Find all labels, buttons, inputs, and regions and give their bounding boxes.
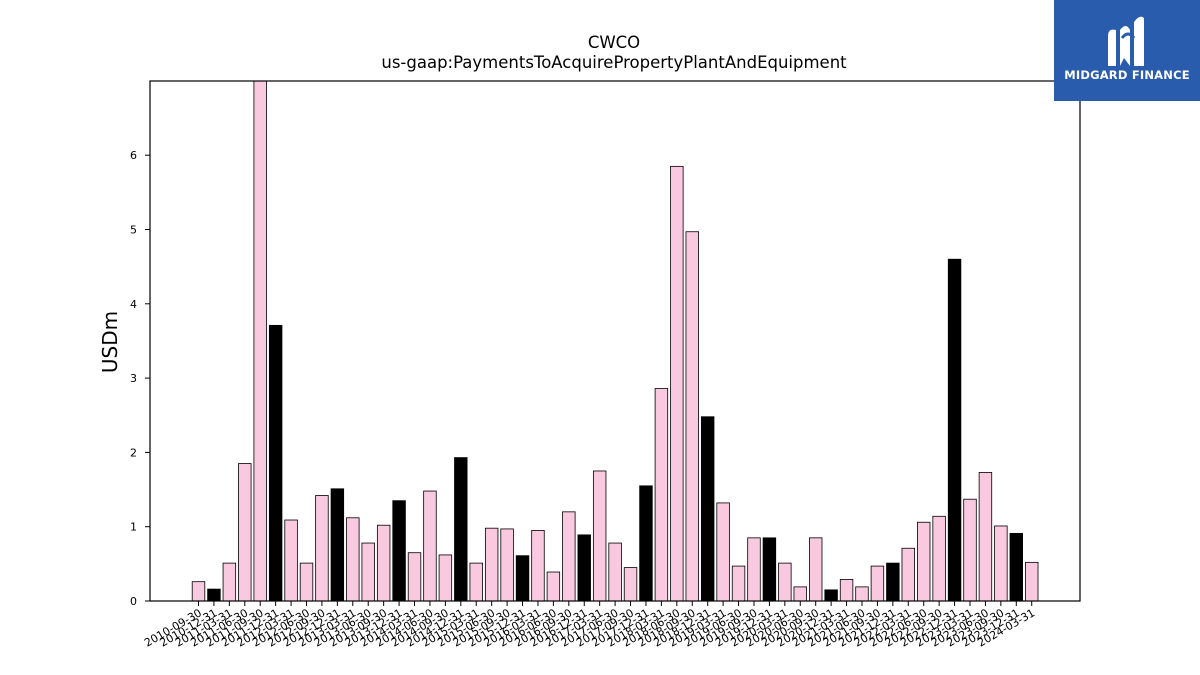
bar [268,324,283,602]
bar [809,537,823,602]
bar [546,571,561,602]
brand-logo: MIDGARD FINANCE [1054,0,1200,101]
bar [392,500,406,602]
bar [299,562,314,602]
bar [870,565,885,602]
y-tick-label: 4 [130,298,137,311]
chart-subtitle: us-gaap:PaymentsToAcquirePropertyPlantAn… [381,53,847,72]
bar [238,463,252,602]
bar [253,80,267,602]
bar [361,542,375,602]
bar [1025,561,1039,602]
chart-title: CWCO [588,33,640,52]
brand-name: MIDGARD FINANCE [1064,68,1190,82]
bar [484,527,499,602]
bar [670,165,684,602]
bar [685,231,699,602]
bar [500,528,514,602]
bar [639,485,653,602]
bar [824,589,838,602]
y-tick-label: 6 [130,149,137,162]
bar [346,517,360,602]
bar [855,586,869,602]
bar [654,388,669,602]
bar [886,562,900,602]
bar-group [191,80,1039,602]
y-axis-label: USDm [98,311,122,373]
x-axis: 2010-09-302010-12-312011-03-312011-06-30… [142,601,1037,650]
bar [531,530,545,602]
bar [515,555,530,602]
y-axis: 0 1 2 3 4 5 6 [130,149,150,608]
bar [207,588,221,602]
midgard-logo-icon [1108,16,1144,67]
bar [793,586,807,602]
bar [901,547,915,602]
bar [407,552,422,602]
y-tick-label: 1 [130,521,137,534]
bar [454,457,468,602]
bar [731,565,746,602]
bar [747,537,761,602]
bar [222,562,237,602]
bar [700,416,715,602]
bar [839,579,854,602]
bar [994,525,1008,602]
bar [608,542,622,602]
bar [284,519,298,602]
bar [978,472,993,602]
bar [1009,532,1023,602]
bar [917,521,931,602]
bar [330,488,345,602]
bar [191,581,206,602]
bar [947,258,962,602]
bar [315,495,329,602]
y-tick-label: 3 [130,372,137,385]
y-tick-label: 2 [130,446,137,459]
bar [376,524,391,602]
bar [423,490,437,602]
bar [623,567,638,602]
bar [577,534,591,602]
bar [778,562,792,602]
y-tick-label: 0 [130,595,137,608]
bar [932,515,946,602]
y-tick-label: 5 [130,224,137,237]
bar [716,502,730,602]
bar [438,554,453,602]
bar [592,470,607,602]
bar [469,562,483,602]
bar [963,498,977,602]
bar [562,511,576,602]
bar [762,537,777,602]
